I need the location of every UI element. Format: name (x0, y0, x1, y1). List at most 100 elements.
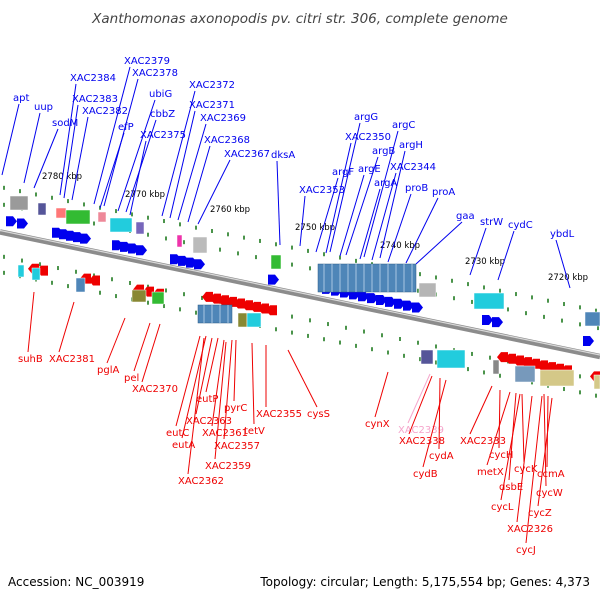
gene-label: cycW (536, 488, 563, 499)
outer-reverse-tick-track (3, 270, 597, 398)
purple-gene-block (135, 221, 145, 235)
forward-label-xac2367: XAC2367 (197, 149, 270, 225)
kbp-marker-label: 2780 kbp (42, 172, 82, 182)
forward-gene-arrows (6, 216, 28, 229)
forward-label-xac2344: XAC2344 (371, 162, 436, 261)
forward-gene-arrow (583, 335, 594, 346)
gene-label: pyrC (224, 403, 247, 414)
forward-label-argc: argC (363, 120, 415, 258)
gene-label: cydA (429, 451, 454, 462)
leader-line (205, 337, 219, 393)
leader-line (169, 110, 196, 219)
leader-line (371, 172, 397, 261)
reverse-label-xac2361: XAC2361 (202, 339, 248, 439)
blue-gene-block (584, 311, 600, 327)
gene-label: XAC2367 (224, 149, 270, 160)
reverse-label-eutc: eutC (166, 335, 201, 439)
reverse-label-cycl: cycL (491, 393, 521, 513)
forward-label-argf: argF (315, 167, 354, 253)
gene-label: pglA (97, 365, 119, 376)
gene-label: XAC2357 (214, 441, 260, 452)
cyan-gene-block (473, 292, 505, 310)
leader-line (1, 103, 20, 176)
forward-gene-arrow (17, 218, 28, 229)
green-gene-block (270, 254, 282, 270)
forward-gene-arrow (268, 274, 279, 285)
reverse-gene-arrow (218, 295, 229, 306)
kbp-marker-label: 2740 kbp (380, 241, 420, 251)
reverse-label-xac2362: XAC2362 (178, 337, 224, 487)
gene-label: argH (399, 140, 423, 151)
gene-label: dksA (271, 150, 295, 161)
leader-line (415, 221, 463, 265)
forward-label-uup: uup (23, 102, 53, 184)
reverse-label-xac2355: XAC2355 (256, 345, 302, 420)
gene-label: sodM (52, 118, 78, 129)
gene-label: cycH (489, 450, 513, 461)
reverse-label-cydb: cydB (413, 379, 447, 480)
forward-gene-arrow (492, 317, 503, 328)
reverse-label-suhb: suhB (18, 291, 43, 365)
leader-line (325, 142, 352, 254)
gene-label: argB (372, 146, 395, 157)
leader-line (387, 193, 412, 263)
reverse-label-xac2338: XAC2338 (399, 375, 445, 447)
operon-block-arg (317, 263, 417, 293)
reverse-gene-arrow (250, 301, 261, 312)
gene-label: XAC2368 (204, 135, 250, 146)
reverse-gene-arrow (497, 352, 508, 363)
gene-label: argF (332, 167, 354, 178)
forward-label-argb: argB (345, 146, 395, 256)
forward-label-argh: argH (379, 140, 423, 259)
reverse-label-cynx: cynX (365, 371, 390, 430)
leader-line (405, 197, 439, 264)
gene-label: efP (118, 122, 134, 133)
gene-label: eutC (166, 428, 189, 439)
reverse-label-xac2357: XAC2357 (214, 339, 260, 452)
pink-gene-block (55, 207, 67, 219)
gene-label: cydB (413, 469, 438, 480)
leader-line (339, 174, 365, 257)
forward-label-arge: argE (339, 164, 381, 257)
reverse-gene-arrow (242, 300, 253, 311)
gene-label: tetV (244, 426, 265, 437)
gene-label: XAC2339 (398, 425, 444, 436)
forward-label-ybdl: ybdL (550, 229, 575, 289)
leader-line (197, 159, 231, 225)
leader-line (299, 195, 306, 247)
reverse-label-pel: pel (124, 322, 151, 384)
gene-label: proB (405, 183, 428, 194)
forward-label-xac2383: XAC2383 (63, 94, 118, 199)
leader-line (129, 140, 147, 216)
forward-label-prob: proB (387, 183, 428, 263)
topology-text: Topology: circular; Length: 5,175,554 bp… (259, 575, 590, 589)
reverse-gene-arrow (258, 303, 269, 314)
accession-text: Accession: NC_003919 (8, 575, 144, 589)
gene-label: XAC2361 (202, 428, 248, 439)
magenta-gene-block (176, 234, 183, 248)
leader-line (27, 291, 35, 353)
leader-line (408, 375, 433, 435)
leader-line (175, 335, 201, 427)
gene-label: strW (480, 217, 503, 228)
reverse-gene-arrow (505, 353, 516, 364)
forward-gene-arrows (268, 274, 279, 285)
gene-label: cycJ (516, 545, 536, 556)
reverse-label-cycz: cycZ (528, 397, 553, 519)
gene-label: uup (34, 102, 53, 113)
forward-label-cydc: cydC (497, 220, 533, 281)
gene-label: XAC2338 (399, 436, 445, 447)
gene-label: XAC2355 (256, 409, 302, 420)
leader-line (329, 122, 361, 253)
forward-label-proa: proA (405, 187, 455, 264)
gene-label: suhB (18, 354, 43, 365)
forward-gene-arrow (6, 216, 17, 227)
leader-line (63, 104, 79, 199)
forward-label-strw: strW (469, 217, 503, 276)
reverse-label-pgla: pglA (97, 317, 126, 376)
forward-label-sodm: sodM (33, 118, 78, 189)
leader-line (117, 99, 156, 212)
leader-line (379, 150, 406, 259)
gene-label: XAC2353 (299, 185, 345, 196)
gene-label: XAC2370 (132, 384, 178, 395)
